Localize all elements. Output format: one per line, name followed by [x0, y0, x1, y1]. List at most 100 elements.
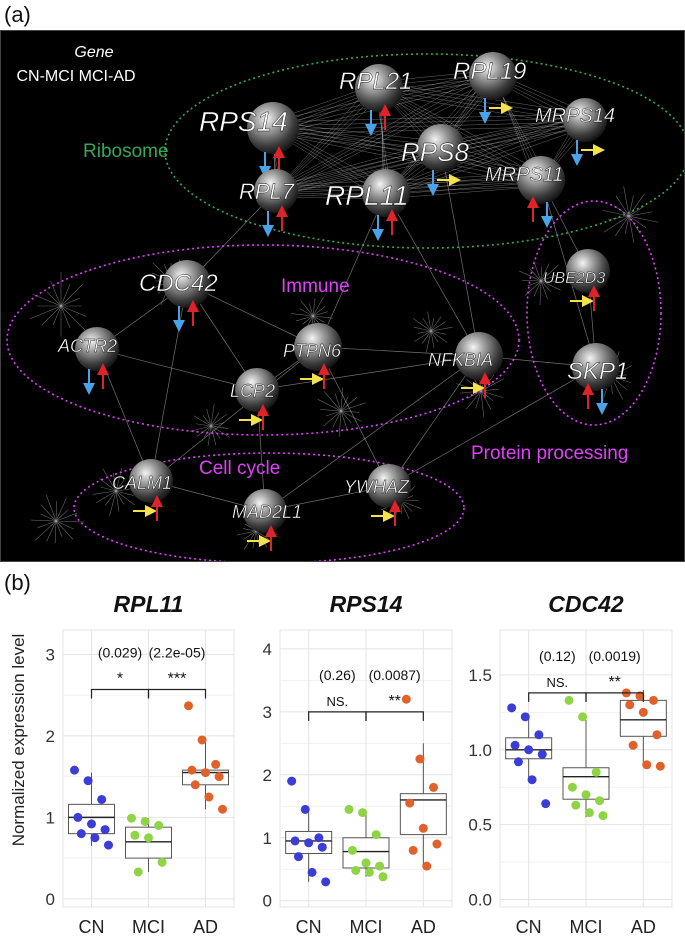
edge — [318, 193, 386, 347]
point-mci — [595, 796, 604, 805]
y-tick-label: 1 — [46, 808, 55, 827]
edge — [525, 281, 541, 296]
edge — [467, 380, 481, 391]
point-mci — [372, 830, 381, 839]
x-tick-label: AD — [193, 917, 218, 937]
point-cn — [73, 813, 82, 822]
node-label: MAD2L1 — [232, 502, 302, 522]
point-ad — [191, 780, 200, 789]
point-mci — [365, 868, 374, 877]
significance-label: ** — [388, 693, 400, 710]
y-tick-label: 0 — [263, 892, 272, 911]
point-mci — [130, 831, 139, 840]
point-cn — [521, 712, 530, 721]
point-ad — [409, 846, 418, 855]
point-cn — [287, 777, 296, 786]
node-label: MRPS14 — [535, 105, 615, 127]
significance-label: NS. — [546, 675, 568, 690]
point-ad — [625, 700, 634, 709]
point-cn — [528, 775, 537, 784]
y-tick-label: 0 — [46, 890, 55, 909]
x-tick-label: CN — [79, 917, 105, 937]
y-tick-label: 2 — [46, 727, 55, 746]
cluster-protein-outline — [527, 201, 661, 425]
node-label: MRPS11 — [485, 164, 564, 186]
node-nfkbia: NFKBIA — [428, 332, 503, 398]
point-mci — [348, 846, 357, 855]
edge — [211, 404, 214, 426]
x-tick-label: CN — [296, 917, 322, 937]
point-mci — [379, 872, 388, 881]
edge — [301, 301, 313, 316]
node-ube2d3: UBE2D3 — [543, 249, 610, 311]
point-mci — [362, 858, 371, 867]
edge — [35, 521, 56, 540]
point-mci — [568, 783, 577, 792]
node-ptpn6: PTPN6 — [283, 323, 342, 389]
y-axis-label: Normalized expression level — [9, 634, 28, 847]
edge — [211, 426, 230, 437]
point-cn — [301, 805, 310, 814]
node-label: CDC42 — [139, 270, 218, 297]
edge — [324, 391, 341, 411]
edge — [522, 280, 541, 281]
node-rps14: RPS14 — [199, 102, 299, 172]
point-mci — [582, 790, 591, 799]
edge — [55, 521, 56, 543]
point-mci — [154, 821, 163, 830]
cluster-immune-label: Immune — [281, 276, 350, 297]
significance-label: NS. — [326, 694, 348, 709]
point-ad — [204, 793, 213, 802]
point-mci — [571, 801, 580, 810]
node-label: RPS8 — [401, 137, 469, 167]
point-cn — [318, 843, 327, 852]
point-cn — [304, 838, 313, 847]
node-ywhaz: YWHAZ — [344, 464, 411, 526]
edge — [41, 505, 56, 521]
point-mci — [345, 805, 354, 814]
point-mci — [565, 696, 574, 705]
point-ad — [652, 730, 661, 739]
y-tick-label: 1 — [263, 829, 272, 848]
node-mad2l1: MAD2L1 — [232, 489, 302, 551]
point-cn — [534, 730, 543, 739]
significance-label: *** — [168, 670, 187, 687]
cluster-ribosome-label: Ribosome — [83, 141, 169, 162]
point-cn — [90, 833, 99, 842]
point-ad — [402, 695, 411, 704]
point-ad — [432, 840, 441, 849]
node-label: RPL21 — [339, 68, 412, 95]
node-label: YWHAZ — [344, 477, 410, 497]
p-value-label: (0.26) — [319, 667, 356, 683]
point-ad — [415, 755, 424, 764]
cluster-protein-label: Protein processing — [471, 443, 628, 464]
point-ad — [218, 805, 227, 814]
node-label: UBE2D3 — [543, 270, 605, 287]
point-ad — [405, 799, 414, 808]
node-label: RPL11 — [325, 180, 409, 211]
node-label: SKP1 — [567, 358, 628, 385]
edge — [541, 267, 542, 281]
x-tick-label: MCI — [132, 917, 165, 937]
edge — [341, 411, 351, 423]
p-value-label: (0.029) — [98, 644, 142, 660]
point-cn — [541, 799, 550, 808]
point-cn — [294, 852, 303, 861]
node-label: NFKBIA — [428, 350, 493, 370]
point-ad — [198, 735, 207, 744]
node-mrps14: MRPS14 — [535, 98, 615, 160]
point-mci — [351, 866, 360, 875]
chart-title: RPL11 — [114, 591, 184, 617]
node-label: PTPN6 — [283, 341, 342, 361]
point-cn — [104, 841, 113, 850]
edge — [530, 269, 541, 281]
node-label: ACTR2 — [57, 336, 117, 356]
point-ad — [639, 708, 648, 717]
point-mci — [578, 712, 587, 721]
panel-a-label: (a) — [4, 2, 31, 28]
point-mci — [375, 862, 384, 871]
y-tick-label: 1.0 — [468, 741, 492, 760]
